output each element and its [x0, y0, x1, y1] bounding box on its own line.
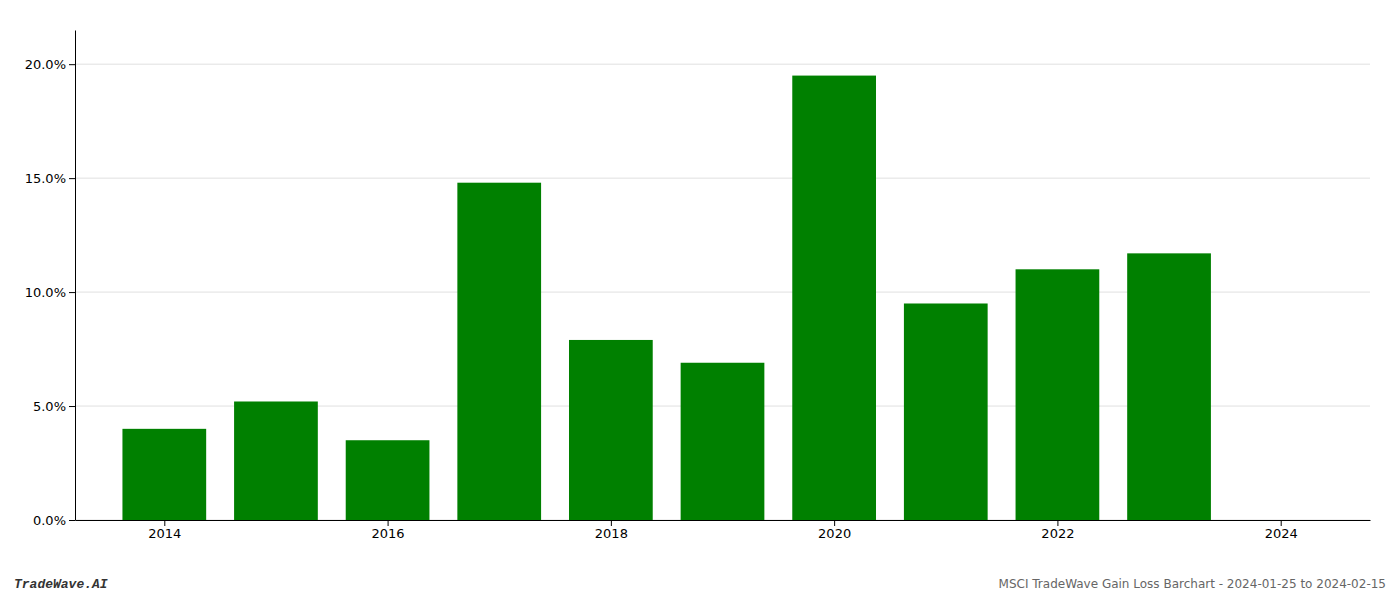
tick-mark: [1281, 520, 1282, 526]
tick-mark: [611, 520, 612, 526]
bar: [122, 429, 206, 520]
x-tick: 2022: [1041, 520, 1074, 541]
chart: 2014 2016 2018 2020 2022 2024 0.0% 5.0% 10.0% 15.…: [0, 0, 1400, 600]
y-tick: 20.0%: [25, 57, 75, 72]
grid-line: [75, 178, 1370, 179]
bar: [569, 340, 653, 520]
bar: [234, 401, 318, 520]
plot: 2014 2016 2018 2020 2022 2024 0.0% 5.0% 10.0% 15.…: [25, 31, 1371, 542]
tick-label: 2020: [818, 526, 851, 541]
x-tick: 2018: [595, 520, 628, 541]
y-tick: 0.0%: [33, 513, 75, 528]
tick-mark: [69, 520, 75, 521]
bar: [1016, 269, 1100, 520]
y-tick: 10.0%: [25, 285, 75, 300]
bar: [792, 76, 876, 520]
tick-label: 15.0%: [25, 171, 66, 186]
tick-label: 0.0%: [33, 513, 66, 528]
grid: [75, 64, 1370, 520]
footer-right: MSCI TradeWave Gain Loss Barchart - 2024…: [999, 577, 1386, 591]
tick-mark: [388, 520, 389, 526]
tick-label: 2016: [372, 526, 405, 541]
tick-label: 20.0%: [25, 57, 66, 72]
bar: [1127, 253, 1211, 520]
bar: [457, 183, 541, 520]
bar: [346, 440, 430, 520]
tick-label: 10.0%: [25, 285, 66, 300]
x-axis: 2014 2016 2018 2020 2022 2024: [76, 520, 1371, 541]
y-axis: 0.0% 5.0% 10.0% 15.0% 20.0%: [25, 31, 76, 528]
tick-mark: [69, 292, 75, 293]
tick-mark: [69, 178, 75, 179]
x-tick: 2020: [818, 520, 851, 541]
x-tick: 2014: [148, 520, 181, 541]
grid-line: [75, 64, 1370, 65]
bar: [904, 303, 988, 520]
tick-label: 2022: [1041, 526, 1074, 541]
tick-mark: [69, 406, 75, 407]
tick-label: 5.0%: [33, 399, 66, 414]
tick-label: 2014: [148, 526, 181, 541]
y-tick: 5.0%: [33, 399, 75, 414]
axis-line: [76, 520, 1371, 521]
y-tick: 15.0%: [25, 171, 75, 186]
tick-mark: [1057, 520, 1058, 526]
bars: [122, 76, 1210, 520]
tick-label: 2018: [595, 526, 628, 541]
x-tick: 2024: [1265, 520, 1298, 541]
tick-mark: [834, 520, 835, 526]
tick-mark: [164, 520, 165, 526]
tick-label: 2024: [1265, 526, 1298, 541]
tick-mark: [69, 64, 75, 65]
x-tick: 2016: [372, 520, 405, 541]
footer-left: TradeWave.AI: [14, 577, 108, 592]
axis-line: [75, 31, 76, 521]
bar: [681, 363, 765, 520]
